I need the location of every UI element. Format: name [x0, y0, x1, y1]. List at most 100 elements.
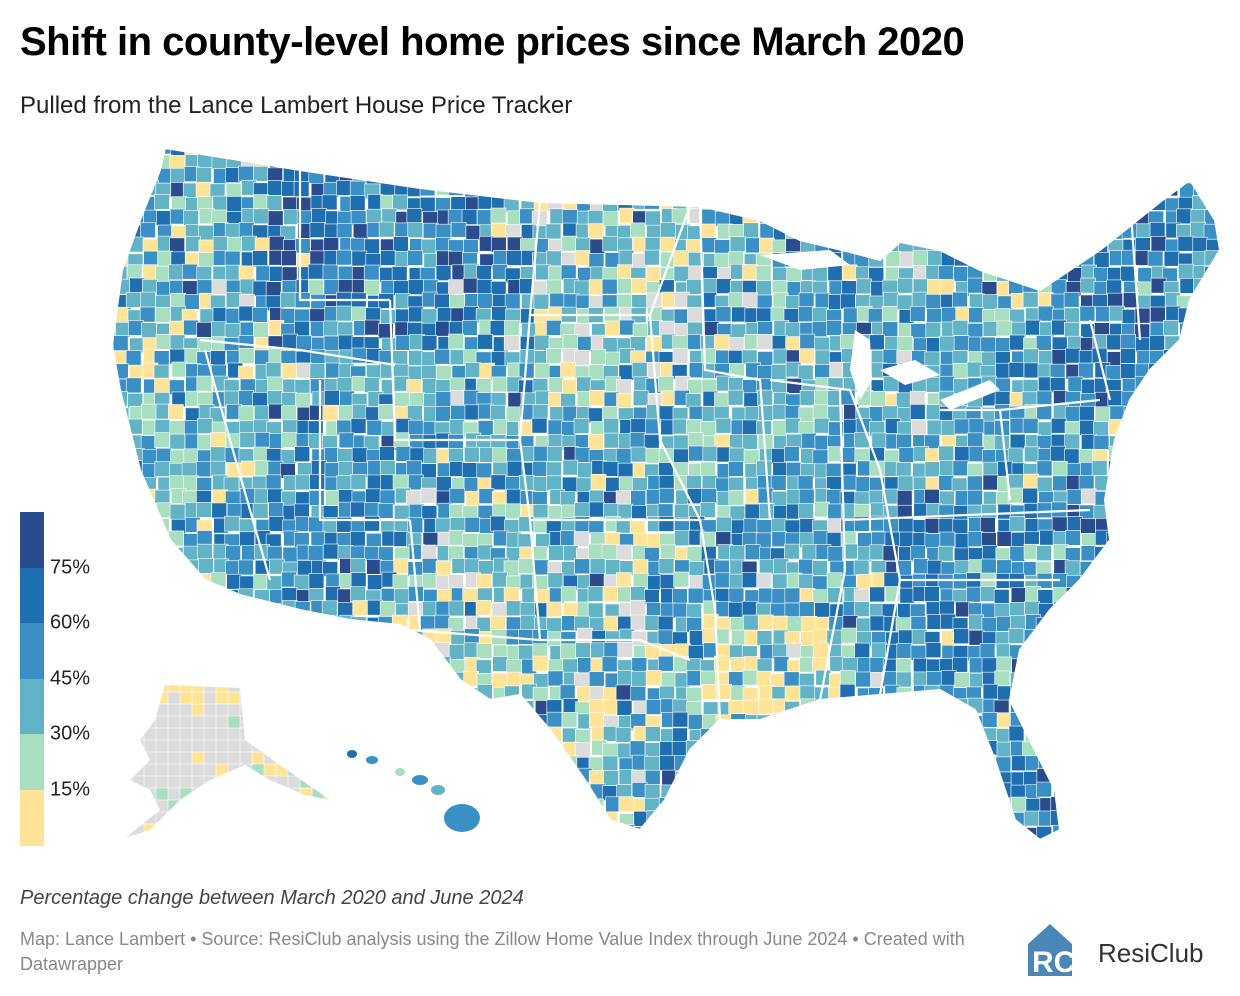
county-cell — [421, 168, 438, 185]
resiclub-logo[interactable]: RC ResiClub — [1024, 918, 1224, 979]
county-cell — [294, 672, 310, 688]
county-cell — [1094, 154, 1111, 171]
county-cell — [925, 294, 942, 310]
county-cell — [265, 281, 282, 297]
county-cell — [437, 742, 453, 758]
county-cell — [478, 728, 495, 744]
county-cell — [1136, 223, 1153, 240]
county-cell — [420, 669, 437, 686]
county-cell — [924, 351, 941, 368]
county-cell — [1121, 700, 1137, 716]
county-cell — [280, 812, 296, 829]
county-cell — [1134, 810, 1151, 827]
county-cell — [952, 363, 969, 379]
county-cell — [1052, 841, 1067, 856]
county-cell — [825, 754, 842, 771]
county-cell — [406, 729, 422, 745]
county-cell — [798, 826, 814, 840]
county-cell — [156, 210, 172, 226]
county-cell — [365, 488, 381, 505]
county-cell — [112, 224, 129, 240]
county-cell — [997, 167, 1014, 184]
county-cell — [840, 293, 856, 310]
county-cell — [1191, 391, 1207, 407]
county-cell — [980, 336, 997, 353]
county-cell — [1052, 475, 1068, 492]
county-cell — [1023, 503, 1040, 519]
county-cell — [196, 266, 213, 282]
county-cell — [883, 796, 900, 813]
alaska-county-cell — [263, 775, 278, 790]
county-cell — [531, 823, 548, 840]
alaska-county-cell — [179, 751, 194, 766]
alaska-county-cell — [155, 703, 170, 718]
county-cell — [479, 698, 495, 715]
county-cell — [953, 839, 970, 840]
county-cell — [926, 559, 943, 576]
county-cell — [939, 711, 955, 728]
county-cell — [464, 446, 480, 463]
county-cell — [981, 781, 997, 798]
county-cell — [1151, 573, 1167, 590]
alaska-county-cell — [311, 751, 326, 766]
county-cell — [1024, 699, 1041, 716]
county-cell — [994, 670, 1010, 687]
county-cell — [869, 827, 886, 840]
county-cell — [392, 574, 409, 590]
county-cell — [937, 768, 954, 784]
county-cell — [924, 489, 940, 505]
county-cell — [1039, 644, 1055, 661]
county-cell — [549, 292, 566, 309]
county-cell — [491, 728, 507, 745]
county-cell — [395, 334, 412, 351]
county-cell — [660, 148, 676, 157]
county-cell — [703, 743, 720, 759]
county-cell — [813, 417, 830, 434]
county-cell — [926, 614, 943, 630]
county-cell — [377, 503, 394, 519]
county-cell — [1093, 641, 1110, 658]
county-cell — [422, 657, 439, 673]
county-cell — [604, 148, 621, 156]
county-cell — [379, 446, 395, 462]
alaska-county-cell — [227, 715, 242, 730]
county-cell — [853, 756, 870, 772]
county-cell — [282, 797, 299, 814]
county-cell — [602, 755, 619, 772]
county-cell — [686, 617, 702, 633]
county-cell — [953, 628, 970, 645]
county-cell — [658, 813, 675, 830]
county-cell — [1150, 153, 1167, 170]
county-cell — [435, 560, 452, 577]
county-cell — [1022, 154, 1038, 171]
county-cell — [1052, 573, 1069, 589]
county-cell — [601, 278, 618, 295]
county-cell — [813, 154, 830, 171]
alaska-county-cell — [179, 727, 194, 742]
county-cell — [629, 740, 646, 757]
county-cell — [461, 697, 478, 714]
county-cell — [674, 503, 690, 520]
county-cell — [1067, 769, 1084, 786]
county-cell — [479, 811, 496, 827]
county-cell — [409, 434, 425, 450]
county-cell — [1221, 336, 1236, 351]
county-cell — [532, 280, 549, 297]
county-cell — [1205, 501, 1220, 518]
county-cell — [1134, 616, 1150, 633]
county-cell — [1009, 197, 1026, 214]
county-cell — [266, 631, 283, 648]
county-cell — [882, 225, 898, 241]
county-cell — [252, 250, 268, 266]
county-cell — [154, 545, 170, 561]
county-cell — [335, 826, 352, 840]
county-cell — [308, 152, 325, 169]
county-cell — [899, 211, 915, 227]
county-cell — [672, 711, 689, 728]
county-cell — [281, 266, 298, 283]
county-cell — [689, 155, 705, 171]
county-cell — [563, 148, 579, 157]
county-cell — [1079, 305, 1096, 322]
county-cell — [1193, 334, 1209, 351]
county-cell — [265, 474, 282, 491]
